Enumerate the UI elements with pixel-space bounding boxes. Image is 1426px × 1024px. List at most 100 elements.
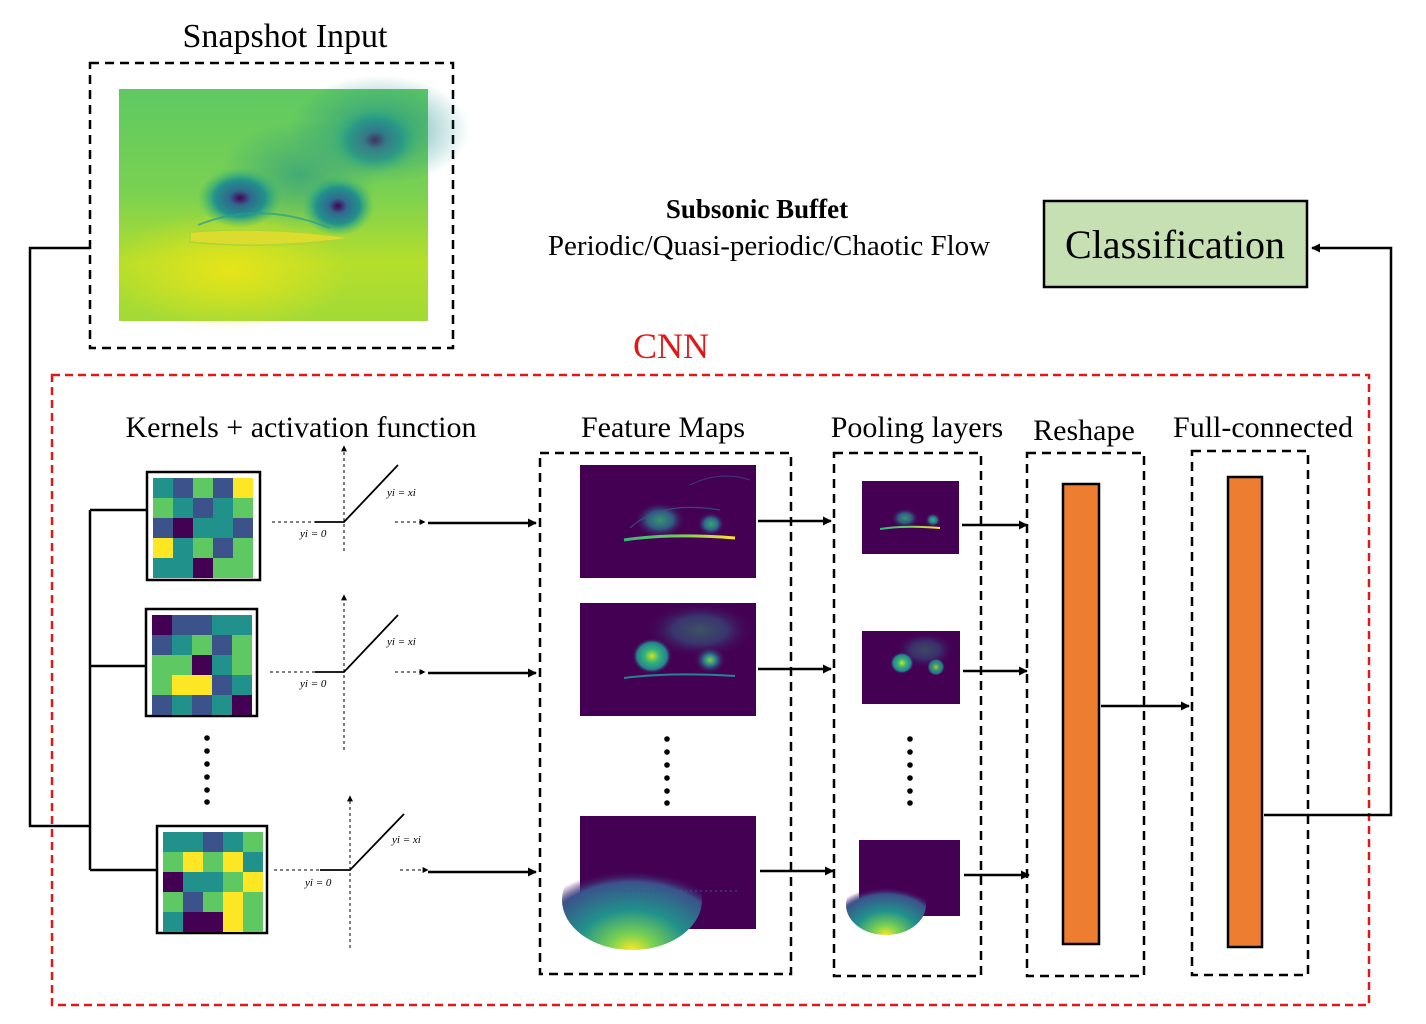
kernel-cell	[193, 558, 213, 578]
kernel-cell	[203, 872, 223, 892]
feature-maps-heading: Feature Maps	[581, 411, 745, 444]
pooled-map-3	[846, 840, 960, 935]
snapshot-frame	[88, 61, 455, 350]
kernel-cell	[232, 655, 252, 675]
kernel-cell	[212, 635, 232, 655]
kernel-cell	[152, 695, 172, 715]
kernel-cell	[163, 852, 183, 872]
kernel-grid-3	[155, 824, 269, 935]
reshape-frame	[1025, 451, 1146, 978]
kernel-cell	[163, 832, 183, 852]
kernel-cell	[153, 478, 173, 498]
kernel-cell	[163, 912, 183, 932]
kernel-cell	[223, 912, 243, 932]
kernel-cell	[233, 498, 253, 518]
classification-label: Classification	[1065, 222, 1285, 267]
relu-2-positive-label: yi = xi	[386, 636, 416, 648]
snapshot-image	[110, 75, 470, 330]
kernel-cell	[153, 518, 173, 538]
kernel-cell	[192, 635, 212, 655]
feature-map-3	[562, 816, 756, 950]
kernel-grid-1	[145, 470, 262, 582]
kernel-cell	[212, 615, 232, 635]
kernel-cell	[243, 832, 263, 852]
kernel-cell	[192, 615, 212, 635]
feature-to-pooling-arrows	[758, 516, 834, 876]
kernel-cell	[243, 872, 263, 892]
kernel-cell	[172, 635, 192, 655]
kernel-cell	[212, 655, 232, 675]
kernel-cell	[192, 695, 212, 715]
relu-plot-2: yi = xi yi = 0	[270, 594, 426, 750]
kernel-cell	[183, 912, 203, 932]
full-connected-vector	[1226, 475, 1264, 949]
kernel-cell	[193, 498, 213, 518]
kernel-cell	[183, 832, 203, 852]
kernel-cell	[243, 912, 263, 932]
kernel-cell	[152, 635, 172, 655]
kernel-cell	[173, 498, 193, 518]
reshape-heading: Reshape	[1033, 414, 1135, 447]
kernel-cell	[223, 832, 243, 852]
kernel-cell	[233, 538, 253, 558]
kernel-cell	[172, 695, 192, 715]
kernel-cell	[213, 538, 233, 558]
kernel-grid-2	[144, 607, 259, 718]
reshape-vector	[1061, 482, 1101, 946]
pooling-frame	[832, 451, 983, 978]
kernel-cell	[172, 615, 192, 635]
kernel-cell	[213, 498, 233, 518]
kernel-cell	[192, 655, 212, 675]
kernel-cell	[173, 538, 193, 558]
relu-plot-1: yi = xi yi = 0	[272, 445, 426, 551]
kernel-cell	[232, 635, 252, 655]
feature-map-ellipsis	[664, 736, 670, 806]
kernel-cell	[183, 892, 203, 912]
cnn-frame	[50, 373, 1371, 1007]
kernel-cell	[212, 695, 232, 715]
relu-3-positive-label: yi = xi	[391, 834, 421, 846]
kernel-cell	[172, 655, 192, 675]
input-connectors	[28, 246, 157, 872]
feature-map-1	[580, 465, 756, 578]
kernel-cell	[223, 852, 243, 872]
kernels-heading: Kernels + activation function	[126, 411, 477, 444]
snapshot-title: Snapshot Input	[183, 18, 389, 55]
pooling-ellipsis	[907, 736, 913, 806]
kernel-cell	[152, 615, 172, 635]
kernel-cell	[233, 518, 253, 538]
relu-3-zero-label: yi = 0	[304, 877, 332, 889]
kernel-cell	[163, 892, 183, 912]
kernel-ellipsis	[204, 735, 210, 805]
pooled-map-1	[862, 481, 959, 554]
fc-to-classification-arrow	[1264, 243, 1393, 817]
pooled-map-2	[862, 631, 960, 704]
kernel-cell	[232, 695, 252, 715]
pooling-to-reshape-arrows	[962, 520, 1030, 880]
kernel-cell	[152, 675, 172, 695]
kernel-cell	[232, 675, 252, 695]
kernel-cell	[243, 892, 263, 912]
relu-1-positive-label: yi = xi	[386, 487, 416, 499]
kernel-cell	[193, 518, 213, 538]
kernel-cell	[153, 498, 173, 518]
full-connected-heading: Full-connected	[1173, 411, 1353, 444]
kernel-cell	[173, 478, 193, 498]
kernel-cell	[193, 478, 213, 498]
relu-to-feature-arrows	[428, 518, 537, 877]
relu-plot-3: yi = xi yi = 0	[274, 795, 429, 948]
relu-2-zero-label: yi = 0	[299, 678, 327, 690]
relu-1-zero-label: yi = 0	[299, 528, 327, 540]
kernel-cell	[243, 852, 263, 872]
kernel-cell	[153, 558, 173, 578]
kernel-cell	[233, 558, 253, 578]
kernel-cell	[163, 872, 183, 892]
kernel-cell	[173, 518, 193, 538]
kernel-cell	[223, 892, 243, 912]
full-connected-frame	[1190, 449, 1310, 977]
kernel-cell	[193, 538, 213, 558]
kernel-cell	[183, 872, 203, 892]
output-heading: Subsonic Buffet	[666, 194, 848, 224]
kernel-cell	[192, 675, 212, 695]
